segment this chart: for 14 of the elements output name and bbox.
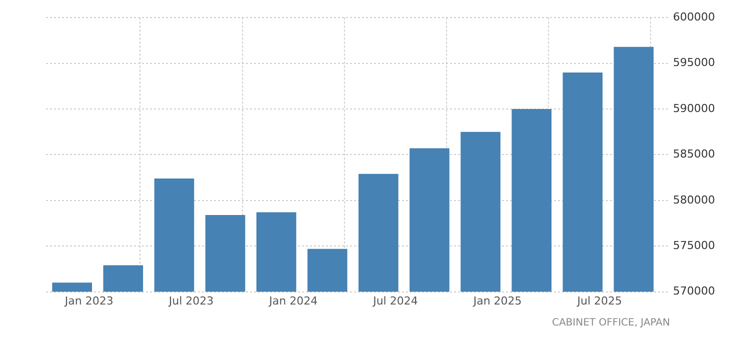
x-tick-label: Jul 2024 bbox=[372, 294, 418, 308]
y-tick-label: 580000 bbox=[673, 193, 716, 206]
x-tick-label: Jul 2025 bbox=[576, 294, 622, 308]
y-tick-label: 590000 bbox=[673, 102, 716, 115]
x-tick-label: Jul 2023 bbox=[168, 294, 214, 308]
x-tick-label: Jan 2025 bbox=[472, 294, 522, 308]
y-tick-label: 575000 bbox=[673, 238, 716, 252]
y-tick-label: 570000 bbox=[673, 284, 716, 298]
y-tick-label: 585000 bbox=[673, 148, 716, 161]
x-tick-label: Jan 2024 bbox=[268, 294, 318, 308]
x-tick-label: Jan 2023 bbox=[64, 294, 114, 308]
y-tick-label: 595000 bbox=[673, 56, 716, 70]
y-tick-label: 600000 bbox=[673, 10, 716, 24]
text: CABINET OFFICE, JAPAN bbox=[552, 318, 670, 329]
